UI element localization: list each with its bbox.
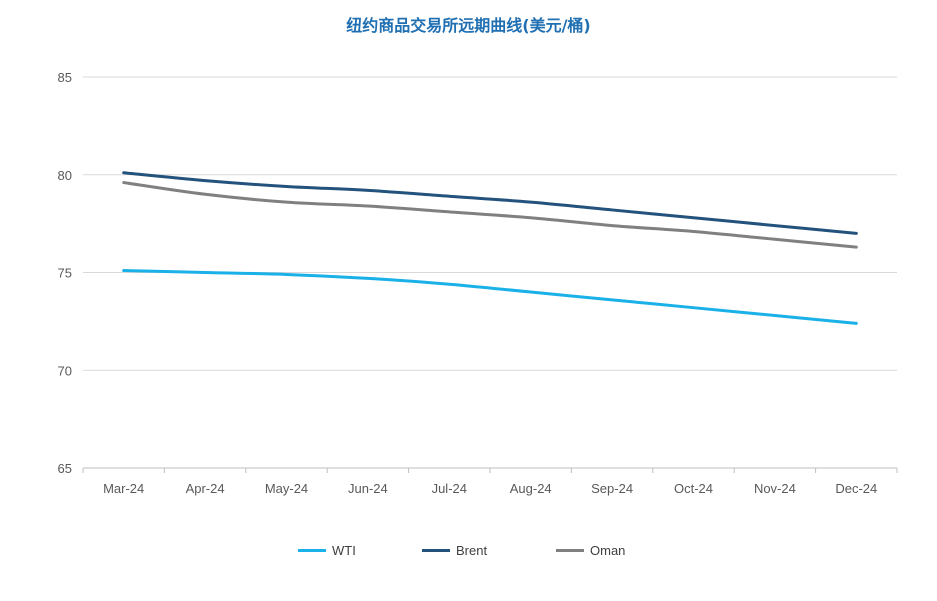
legend-swatch: [422, 548, 450, 552]
x-tick-label: Jun-24: [348, 481, 388, 496]
legend-swatch: [556, 548, 584, 552]
y-tick-label: 65: [58, 461, 72, 476]
y-tick-label: 80: [58, 168, 72, 183]
y-tick-label: 75: [58, 266, 72, 281]
x-tick-label: Jul-24: [432, 481, 467, 496]
chart-title: 纽约商品交易所远期曲线(美元/桶): [346, 16, 591, 35]
legend-swatch: [298, 548, 326, 552]
x-tick-label: Oct-24: [674, 481, 713, 496]
x-tick-label: May-24: [265, 481, 308, 496]
series-line-brent: [122, 171, 858, 235]
y-tick-label: 70: [58, 363, 72, 378]
y-tick-label: 85: [58, 70, 72, 85]
x-tick-label: Dec-24: [835, 481, 877, 496]
x-tick-label: Sep-24: [591, 481, 633, 496]
series-line-wti: [122, 269, 858, 325]
legend-label: Brent: [456, 542, 488, 558]
legend-label: WTI: [332, 542, 356, 558]
x-tick-label: Mar-24: [103, 481, 144, 496]
series-line-oman: [122, 181, 858, 249]
legend-item-oman: Oman: [556, 540, 625, 560]
x-tick-label: Nov-24: [754, 481, 796, 496]
legend-label: Oman: [590, 542, 626, 558]
legend-item-wti: WTI: [298, 540, 356, 560]
legend-item-brent: Brent: [422, 540, 487, 560]
chart-legend: WTI Brent Oman: [0, 540, 937, 560]
x-tick-label: Aug-24: [510, 481, 552, 496]
x-tick-label: Apr-24: [186, 481, 225, 496]
